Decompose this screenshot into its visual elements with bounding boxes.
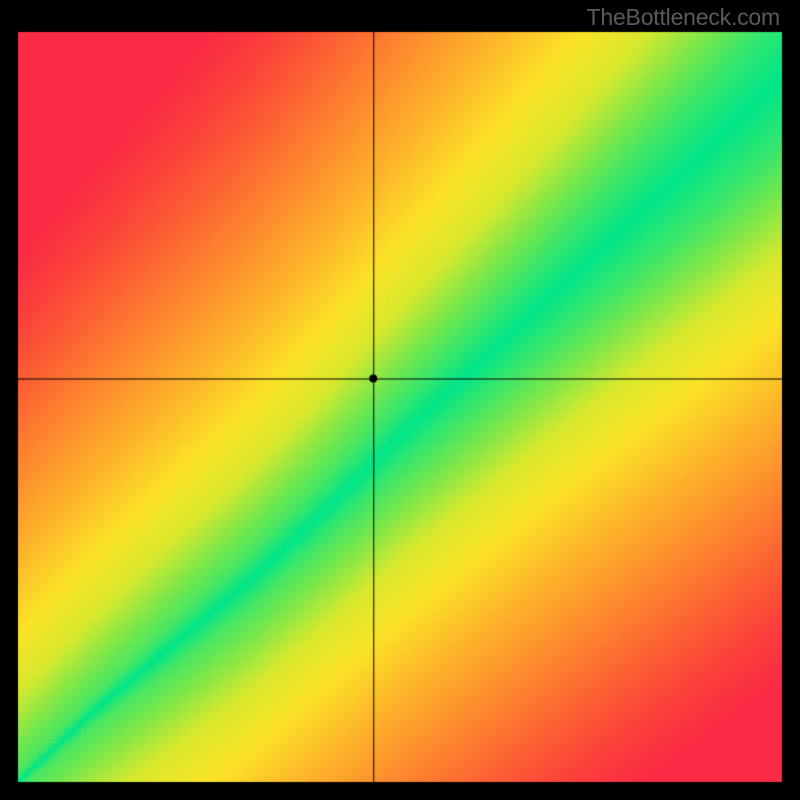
watermark-text: TheBottleneck.com bbox=[587, 4, 780, 31]
chart-container: TheBottleneck.com bbox=[0, 0, 800, 800]
bottleneck-heatmap bbox=[0, 0, 800, 800]
